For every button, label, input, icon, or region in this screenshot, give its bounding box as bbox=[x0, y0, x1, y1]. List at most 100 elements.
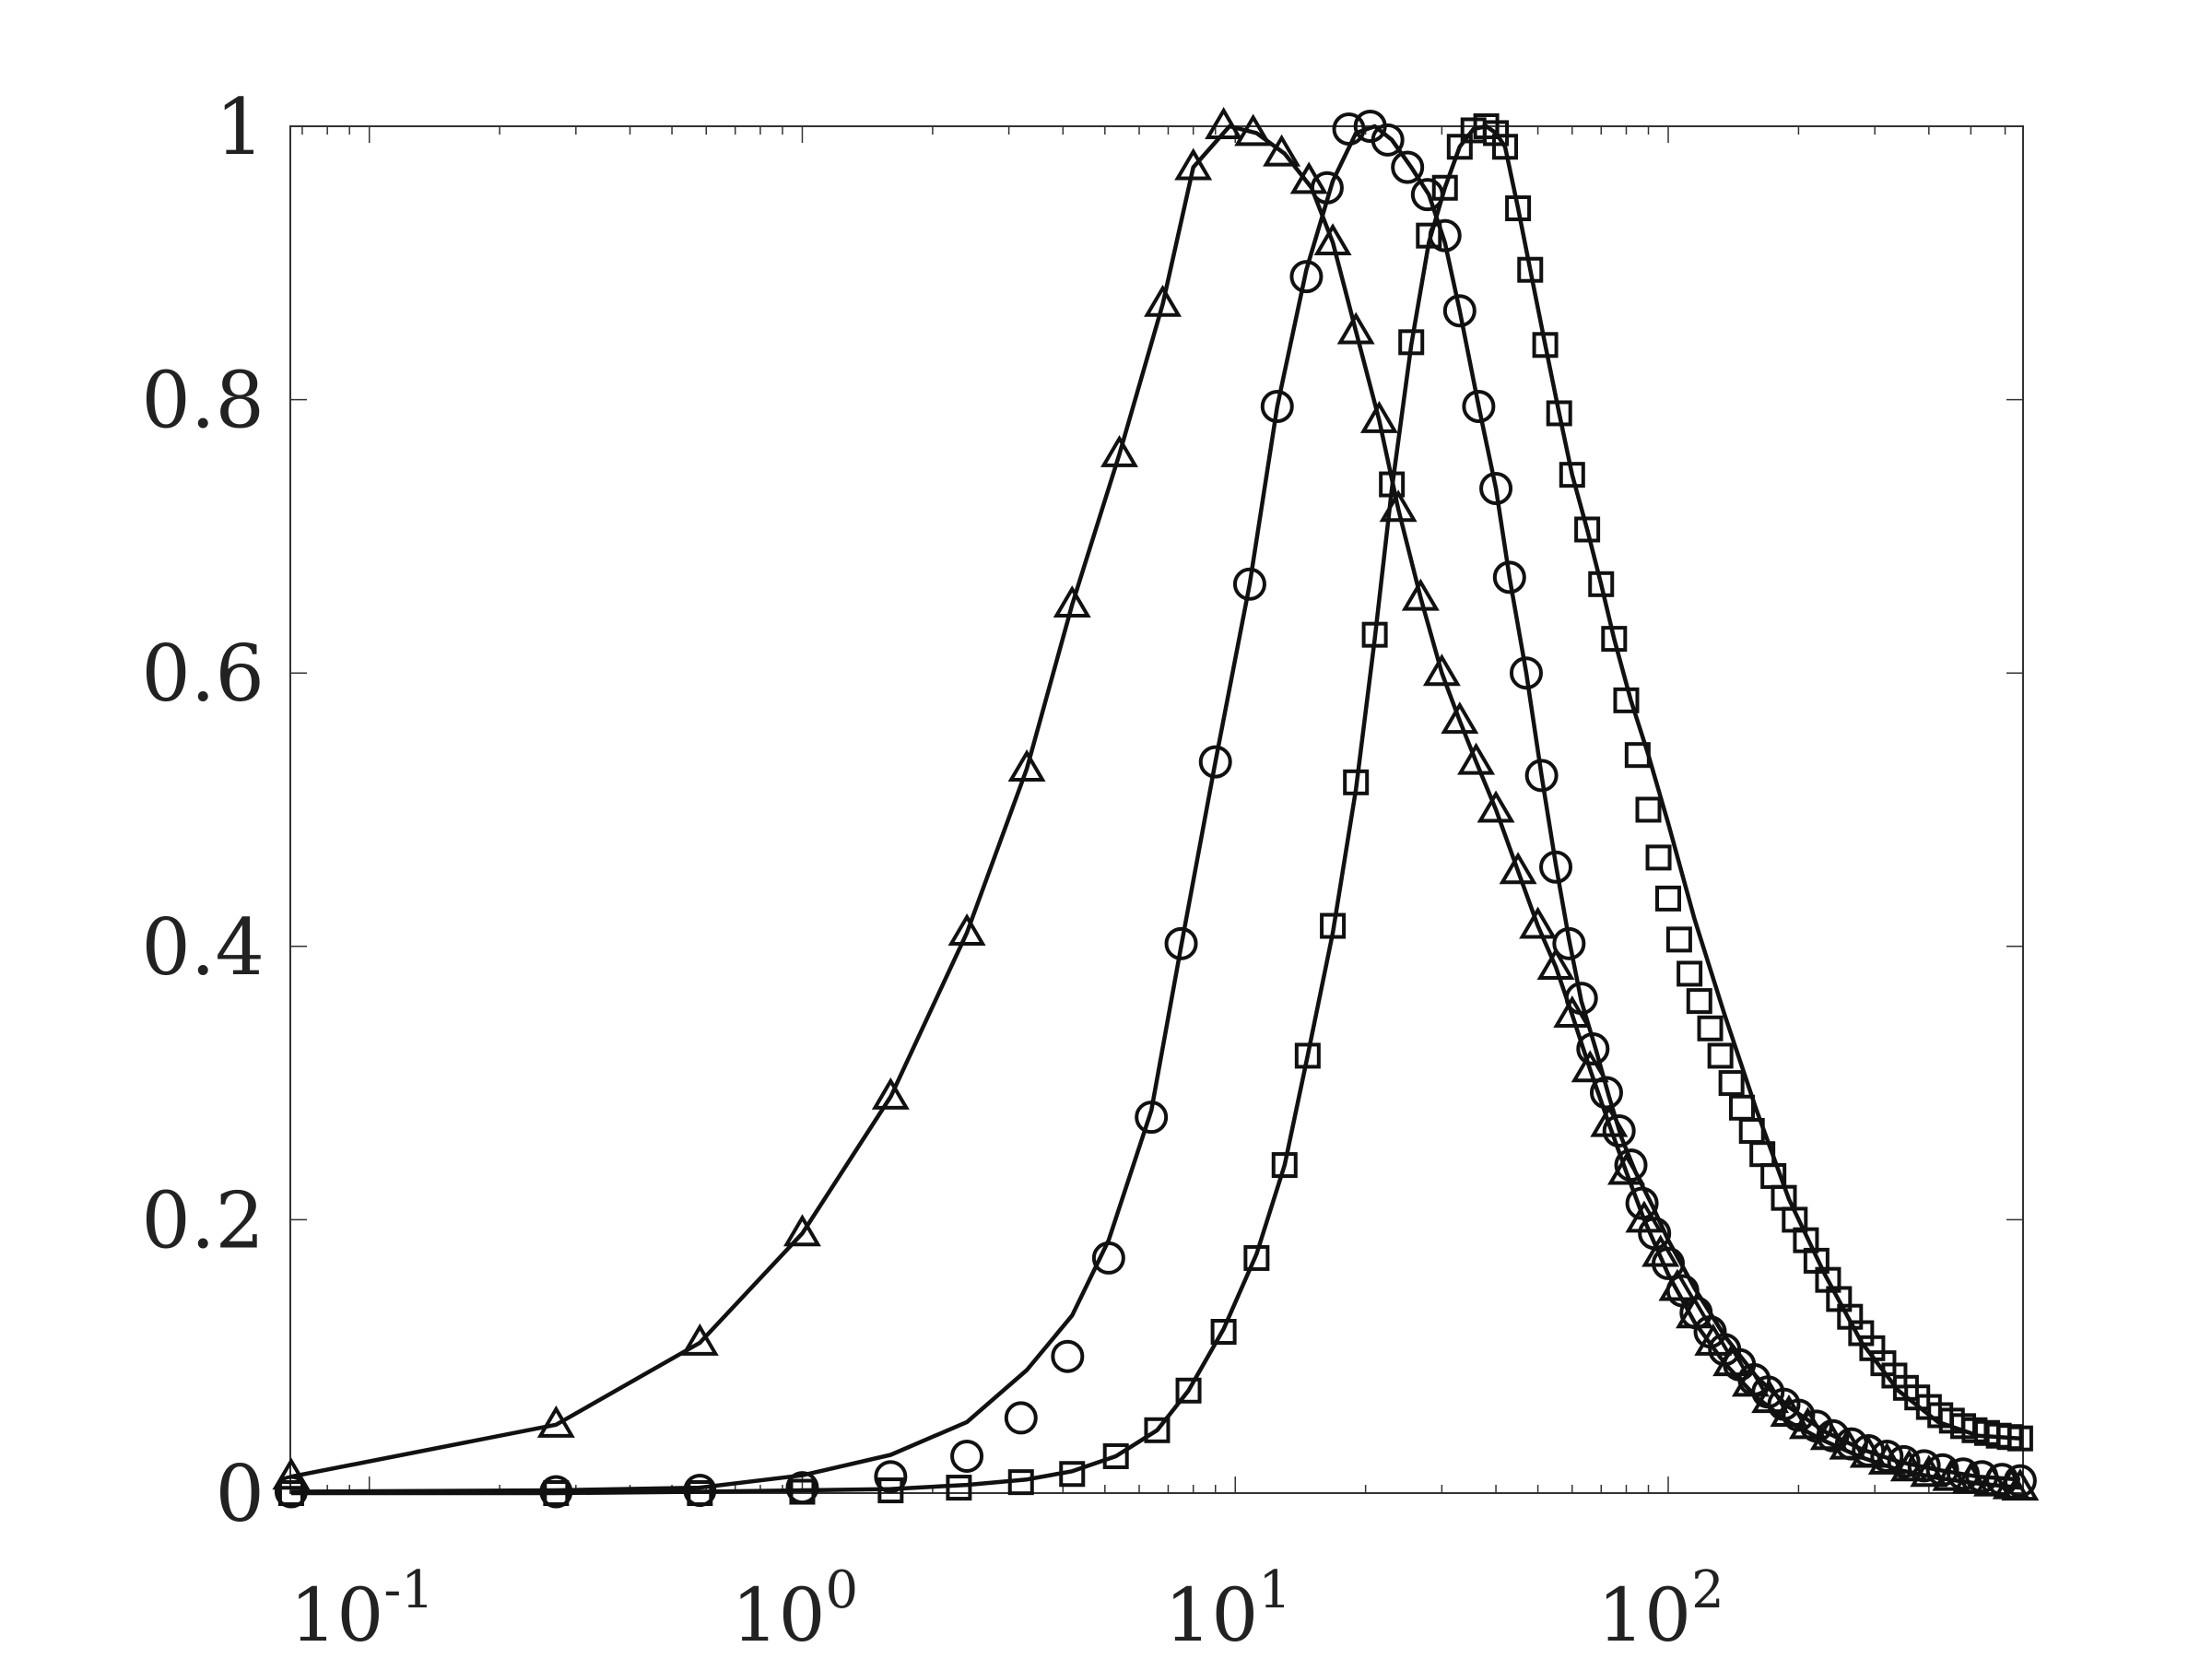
square-marker bbox=[1446, 134, 1473, 160]
triangle-marker bbox=[680, 1323, 719, 1356]
circle-marker bbox=[1870, 1439, 1904, 1473]
circle-marker bbox=[1576, 1032, 1610, 1066]
triangle-marker bbox=[1401, 578, 1440, 611]
circle-marker bbox=[1004, 1401, 1038, 1435]
circle-marker bbox=[1907, 1449, 1941, 1483]
circle-marker bbox=[1614, 1148, 1648, 1182]
square-marker bbox=[1718, 1070, 1745, 1097]
circle-marker bbox=[1947, 1457, 1981, 1491]
circle-marker bbox=[1232, 567, 1266, 601]
circle-marker bbox=[1834, 1427, 1868, 1461]
square-marker bbox=[543, 1480, 570, 1506]
y-tick-label: 0 bbox=[216, 1449, 265, 1539]
square-marker bbox=[1655, 885, 1682, 912]
triangle-marker bbox=[1336, 312, 1375, 345]
triangle-marker bbox=[1234, 113, 1273, 147]
circle-marker bbox=[1051, 1339, 1085, 1373]
circle-marker bbox=[1509, 656, 1543, 690]
x-tick-label: 100 bbox=[732, 1560, 858, 1658]
circle-marker bbox=[1492, 560, 1526, 594]
triangle-marker bbox=[1422, 653, 1461, 687]
triangle-marker bbox=[871, 1077, 910, 1110]
circle-marker bbox=[1164, 926, 1198, 960]
triangle-marker bbox=[1100, 434, 1139, 467]
circle-marker bbox=[1462, 390, 1496, 424]
circle-marker bbox=[1925, 1453, 1959, 1487]
circle-marker bbox=[1260, 390, 1294, 424]
triangle-marker bbox=[1499, 852, 1537, 885]
circle-marker bbox=[1391, 150, 1425, 184]
triangle-marker bbox=[1007, 749, 1046, 782]
square-marker bbox=[1059, 1461, 1086, 1488]
x-tick-label: 102 bbox=[1597, 1560, 1724, 1658]
circle-marker bbox=[874, 1460, 908, 1494]
triangle-marker bbox=[536, 1405, 575, 1438]
triangle-marker bbox=[1519, 906, 1558, 939]
circle-marker bbox=[1589, 1076, 1623, 1110]
square-marker bbox=[1665, 926, 1692, 953]
triangle-marker bbox=[1932, 1458, 1971, 1491]
square-marker bbox=[1398, 329, 1425, 356]
circle-marker bbox=[1310, 171, 1344, 205]
square-marker bbox=[1361, 621, 1388, 648]
triangle-marker bbox=[1590, 1104, 1629, 1137]
triangle-marker bbox=[1313, 223, 1352, 256]
circle-marker bbox=[1428, 218, 1462, 253]
circle-marker bbox=[274, 1475, 308, 1509]
circle-marker bbox=[1638, 1217, 1672, 1251]
x-tick-labels: 10-1 100 101 102 bbox=[290, 1560, 1724, 1658]
square-marker bbox=[1601, 626, 1628, 653]
square-marker bbox=[1697, 1015, 1724, 1041]
square-marker bbox=[1546, 400, 1572, 427]
square-marker bbox=[1624, 742, 1651, 769]
triangle-marker bbox=[1053, 585, 1091, 618]
triangle-marker bbox=[1263, 134, 1301, 167]
circle-marker bbox=[1985, 1463, 2019, 1497]
y-tick-label: 1 bbox=[216, 82, 265, 172]
plot-area-frame bbox=[289, 125, 2024, 1494]
x-tick-label: 10-1 bbox=[290, 1560, 434, 1658]
square-marker bbox=[1431, 174, 1458, 201]
square-marker bbox=[1505, 194, 1532, 221]
square-marker bbox=[1677, 960, 1703, 987]
square-marker bbox=[1517, 256, 1544, 283]
y-tick-label: 0.2 bbox=[141, 1175, 265, 1265]
square-marker bbox=[1635, 796, 1662, 823]
circle-marker bbox=[950, 1439, 984, 1473]
circle-marker bbox=[2003, 1464, 2037, 1498]
circle-marker bbox=[1410, 178, 1444, 212]
circle-marker bbox=[539, 1475, 573, 1509]
triangle-marker bbox=[1536, 947, 1575, 981]
triangle-marker bbox=[1641, 1234, 1680, 1267]
triangle-marker bbox=[782, 1214, 821, 1247]
square-marker bbox=[1294, 1042, 1321, 1069]
circle-marker bbox=[1198, 745, 1232, 779]
circle-marker bbox=[1852, 1434, 1886, 1468]
circle-marker bbox=[1782, 1398, 1816, 1432]
circle-marker bbox=[1091, 1241, 1125, 1275]
square-marker bbox=[946, 1475, 972, 1501]
square-marker bbox=[1559, 462, 1585, 488]
square-marker bbox=[1707, 1042, 1734, 1069]
y-tick-label: 0.4 bbox=[141, 902, 265, 993]
square-marker bbox=[1532, 332, 1559, 359]
circle-marker bbox=[1799, 1409, 1833, 1443]
square-marker bbox=[1416, 222, 1442, 249]
square-marker bbox=[1492, 134, 1519, 160]
circle-marker bbox=[1442, 294, 1477, 328]
circle-marker bbox=[1816, 1418, 1850, 1453]
square-marker bbox=[1588, 571, 1615, 597]
circle-marker bbox=[1564, 982, 1598, 1016]
square-marker bbox=[1102, 1442, 1129, 1469]
circle-marker bbox=[1135, 1100, 1169, 1135]
square-marker bbox=[1574, 516, 1601, 543]
square-marker bbox=[277, 1480, 304, 1506]
square-marker bbox=[687, 1480, 713, 1506]
circle-marker bbox=[1602, 1114, 1636, 1148]
triangle-marker bbox=[1379, 489, 1418, 523]
x-tick-label: 101 bbox=[1165, 1560, 1291, 1658]
circle-marker bbox=[1539, 850, 1573, 884]
triangle-marker bbox=[1477, 790, 1515, 823]
triangle-marker bbox=[1571, 1050, 1609, 1083]
